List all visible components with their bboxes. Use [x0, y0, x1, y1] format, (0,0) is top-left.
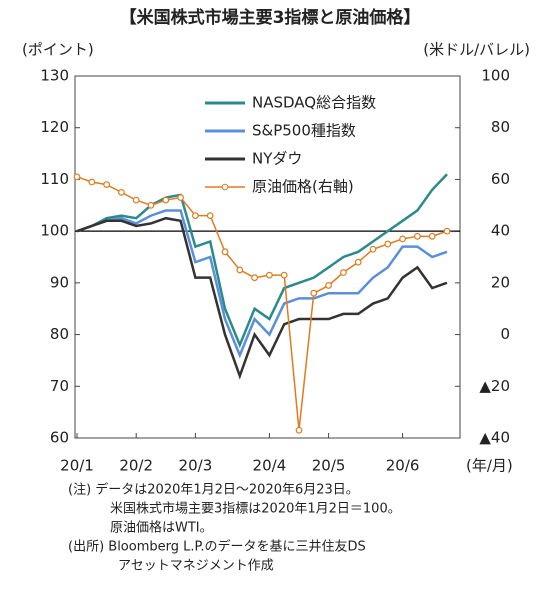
series-line [76, 209, 448, 359]
y2-tick-label: ▲40 [479, 429, 510, 447]
series-marker [354, 258, 362, 266]
series-line [76, 176, 448, 431]
y2-axis-label: (米ドル/バレル) [423, 41, 530, 59]
y2-tick-label: 0 [500, 325, 510, 343]
series-marker [206, 212, 214, 220]
legend-label: NYダウ [252, 150, 302, 168]
series-marker [103, 181, 110, 189]
series-marker [414, 232, 421, 240]
y2-tick-label: 80 [491, 118, 510, 136]
x-axis-label: (年/月) [466, 457, 513, 475]
x-tick-label: 20/1 [60, 457, 94, 475]
series-marker [384, 240, 392, 248]
y-tick-label: 130 [40, 67, 69, 85]
x-tick-label: 20/6 [386, 457, 420, 475]
x-tick-label: 20/2 [119, 457, 153, 475]
plot-frame [74, 75, 461, 439]
series-marker [369, 245, 377, 253]
note: 原油価格はWTI。 [110, 520, 213, 536]
series-marker [399, 235, 407, 243]
series-marker [325, 282, 333, 289]
series-marker [191, 212, 199, 220]
series-marker [162, 196, 170, 204]
y-tick-label: 60 [50, 429, 69, 447]
y-tick-label: 90 [50, 273, 69, 291]
y2-tick-label: ▲20 [479, 377, 510, 395]
y-tick-label: 80 [50, 325, 69, 343]
series-marker [147, 201, 155, 209]
series-marker [177, 194, 185, 201]
series-marker [310, 289, 318, 297]
legend-label: NASDAQ総合指数 [252, 94, 376, 112]
series-line [76, 173, 448, 349]
series-marker [221, 248, 229, 256]
note: 米国株式市場主要3指標は2020年1月2日＝100。 [110, 501, 401, 517]
x-tick-label: 20/4 [253, 457, 287, 475]
note: (注) データは2020年1月2日～2020年6月23日。 [68, 482, 359, 498]
note: アセットマネジメント作成 [118, 559, 274, 574]
note: (出所) Bloomberg L.P.のデータを基に三井住友DS [68, 539, 366, 555]
series-marker [117, 188, 125, 196]
series-marker [295, 426, 303, 434]
y2-tick-label: 100 [481, 67, 510, 85]
series-line [76, 216, 448, 380]
y-tick-label: 120 [40, 118, 69, 136]
y2-tick-label: 40 [491, 222, 510, 240]
series-marker [266, 271, 273, 279]
legend-marker [221, 183, 229, 191]
series-marker [340, 269, 347, 276]
y2-tick-label: 20 [491, 273, 510, 291]
series-marker [251, 274, 259, 282]
x-tick-label: 20/5 [312, 457, 346, 475]
chart-title: 【米国株式市場主要3指標と原油価格】 [120, 7, 421, 28]
series-marker [132, 196, 140, 204]
y-tick-label: 110 [40, 170, 69, 188]
x-tick-label: 20/3 [179, 457, 213, 475]
legend-label: S&P500種指数 [252, 122, 356, 140]
series-marker [280, 271, 288, 279]
y-axis-label: (ポイント) [22, 41, 94, 59]
series-marker [236, 266, 244, 274]
legend-label: 原油価格(右軸) [252, 178, 354, 196]
y-tick-label: 100 [40, 222, 69, 240]
series-marker [73, 173, 81, 181]
y-tick-label: 70 [50, 377, 69, 395]
series-marker [443, 227, 451, 235]
series-marker [428, 232, 436, 240]
series-marker [88, 178, 96, 186]
y2-tick-label: 60 [491, 170, 510, 188]
